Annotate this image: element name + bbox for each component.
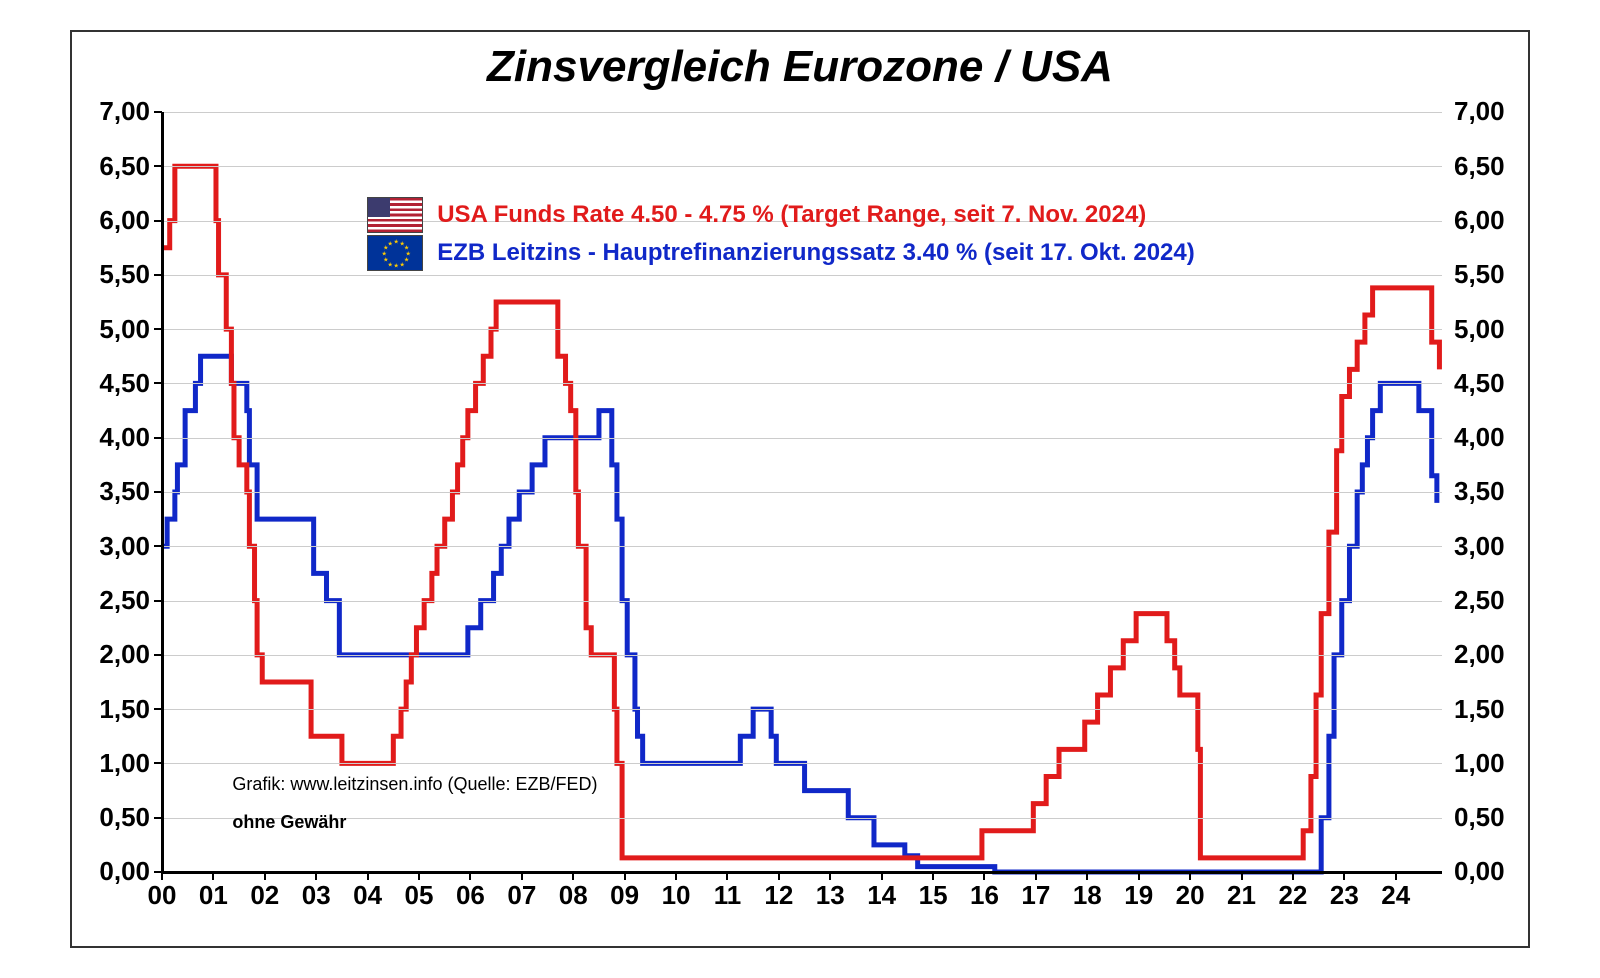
ytick-right: 5,50 <box>1454 259 1505 290</box>
ytick-left: 0,50 <box>99 802 150 833</box>
ytick-left: 6,00 <box>99 205 150 236</box>
chart-title: Zinsvergleich Eurozone / USA <box>72 42 1528 92</box>
xtick: 07 <box>507 880 536 911</box>
xtick: 22 <box>1278 880 1307 911</box>
ytick-left: 5,50 <box>99 259 150 290</box>
gridline <box>162 492 1442 493</box>
gridline <box>162 383 1442 384</box>
ytick-right: 4,00 <box>1454 422 1505 453</box>
xtick: 10 <box>662 880 691 911</box>
gridline <box>162 329 1442 330</box>
gridline <box>162 275 1442 276</box>
ytick-left: 2,50 <box>99 585 150 616</box>
xtick: 06 <box>456 880 485 911</box>
ytick-left: 6,50 <box>99 151 150 182</box>
ytick-left: 7,00 <box>99 96 150 127</box>
xtick: 20 <box>1176 880 1205 911</box>
xtick: 21 <box>1227 880 1256 911</box>
ytick-right: 6,50 <box>1454 151 1505 182</box>
ytick-right: 1,50 <box>1454 694 1505 725</box>
xtick: 15 <box>919 880 948 911</box>
xtick: 05 <box>405 880 434 911</box>
ytick-left: 4,00 <box>99 422 150 453</box>
ytick-left: 2,00 <box>99 639 150 670</box>
us-flag-icon <box>367 197 423 233</box>
ytick-right: 4,50 <box>1454 368 1505 399</box>
ytick-right: 7,00 <box>1454 96 1505 127</box>
xtick: 01 <box>199 880 228 911</box>
xtick: 12 <box>764 880 793 911</box>
xtick: 04 <box>353 880 382 911</box>
xtick: 23 <box>1330 880 1359 911</box>
x-axis <box>162 871 1442 874</box>
xtick: 00 <box>148 880 177 911</box>
ytick-right: 6,00 <box>1454 205 1505 236</box>
ytick-right: 0,50 <box>1454 802 1505 833</box>
ytick-right: 0,00 <box>1454 856 1505 887</box>
usa-series <box>162 166 1439 858</box>
xtick: 08 <box>559 880 588 911</box>
ytick-left: 3,50 <box>99 476 150 507</box>
gridline <box>162 112 1442 113</box>
ytick-right: 2,50 <box>1454 585 1505 616</box>
xtick: 14 <box>867 880 896 911</box>
xtick: 02 <box>250 880 279 911</box>
xtick: 18 <box>1073 880 1102 911</box>
note-disclaimer: ohne Gewähr <box>232 812 346 833</box>
gridline <box>162 601 1442 602</box>
ytick-left: 4,50 <box>99 368 150 399</box>
ytick-right: 2,00 <box>1454 639 1505 670</box>
gridline <box>162 655 1442 656</box>
chart-frame: Zinsvergleich Eurozone / USA 0,000,000,5… <box>70 30 1530 948</box>
gridline <box>162 438 1442 439</box>
ytick-left: 3,00 <box>99 531 150 562</box>
legend-eu: EZB Leitzins - Hauptrefinanzierungssatz … <box>437 239 1195 267</box>
gridline <box>162 709 1442 710</box>
ytick-right: 1,00 <box>1454 748 1505 779</box>
ytick-left: 1,00 <box>99 748 150 779</box>
gridline <box>162 166 1442 167</box>
xtick: 24 <box>1381 880 1410 911</box>
y-axis <box>161 112 164 872</box>
xtick: 03 <box>302 880 331 911</box>
plot-area: 0,000,000,500,501,001,001,501,502,002,00… <box>162 112 1442 872</box>
ytick-left: 0,00 <box>99 856 150 887</box>
xtick: 16 <box>970 880 999 911</box>
xtick: 09 <box>610 880 639 911</box>
note-source: Grafik: www.leitzinsen.info (Quelle: EZB… <box>232 774 597 795</box>
legend-us: USA Funds Rate 4.50 - 4.75 % (Target Ran… <box>437 201 1146 229</box>
ytick-left: 1,50 <box>99 694 150 725</box>
gridline <box>162 763 1442 764</box>
ytick-left: 5,00 <box>99 314 150 345</box>
xtick: 17 <box>1021 880 1050 911</box>
ytick-right: 5,00 <box>1454 314 1505 345</box>
ytick-right: 3,00 <box>1454 531 1505 562</box>
xtick: 11 <box>714 880 742 911</box>
xtick: 19 <box>1124 880 1153 911</box>
gridline <box>162 546 1442 547</box>
xtick: 13 <box>816 880 845 911</box>
eu-flag-icon: ★★★★★★★★★★★★ <box>367 235 423 271</box>
ytick-right: 3,50 <box>1454 476 1505 507</box>
gridline <box>162 818 1442 819</box>
